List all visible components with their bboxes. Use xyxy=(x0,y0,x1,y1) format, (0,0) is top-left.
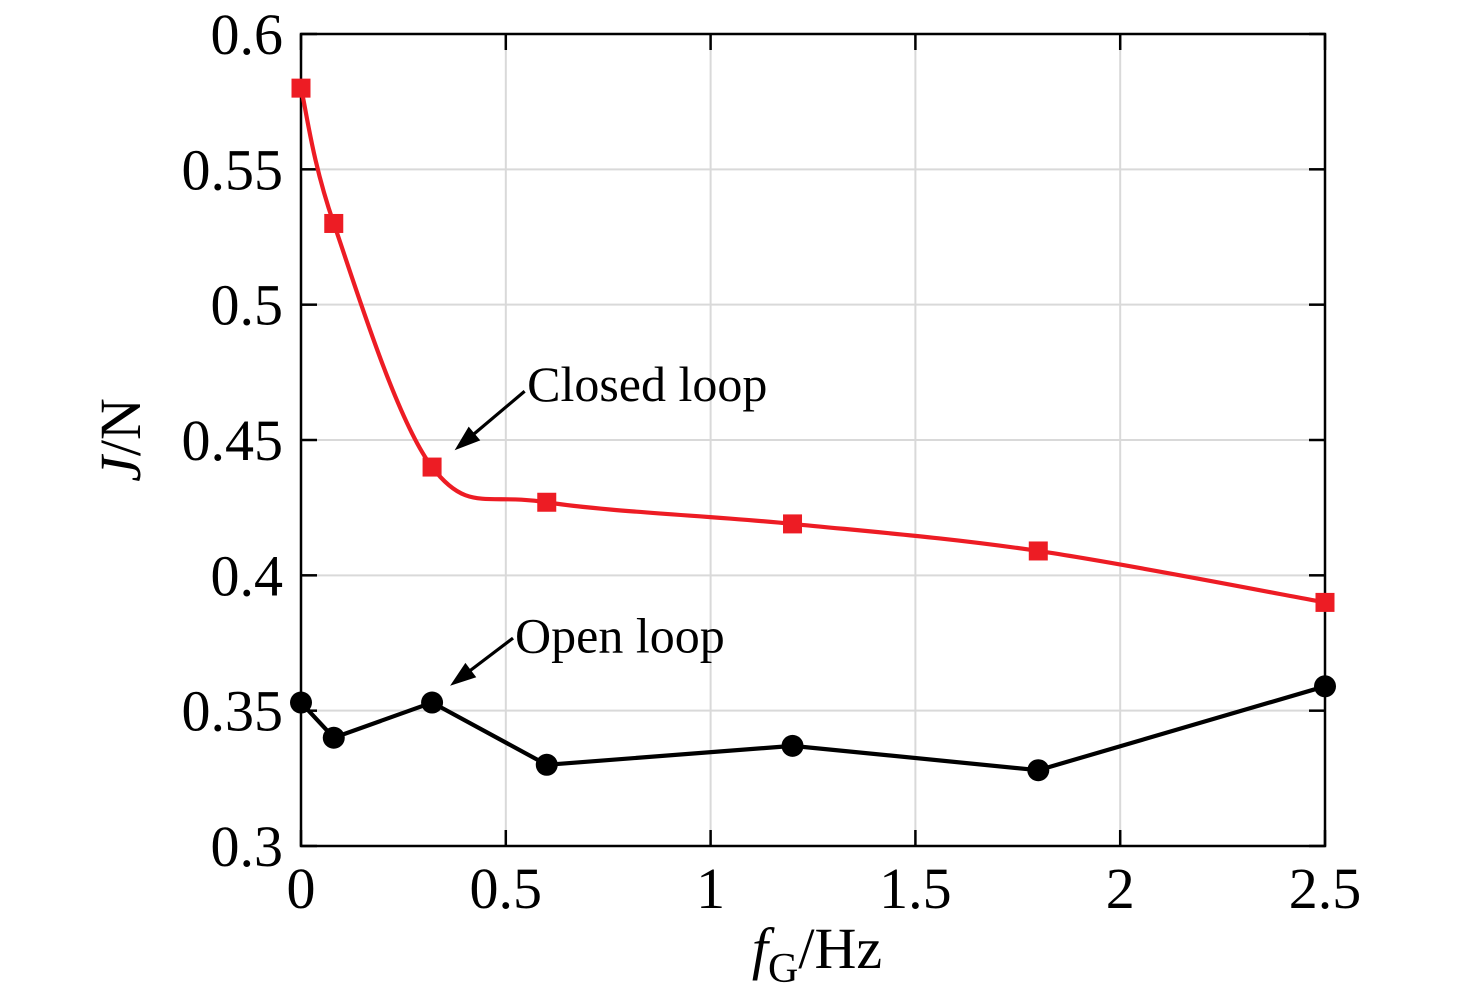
closed-loop-marker xyxy=(783,514,803,534)
y-tick-label: 0.5 xyxy=(211,273,284,338)
closed-loop-marker xyxy=(324,213,344,233)
x-tick-label: 2.5 xyxy=(1289,856,1362,921)
annotation-closed-loop-label: Closed loop xyxy=(527,356,767,412)
annotation-open-loop-arrowhead xyxy=(450,662,477,686)
y-tick-label: 0.4 xyxy=(211,543,284,608)
y-tick-label: 0.45 xyxy=(182,408,284,473)
plot-border xyxy=(299,32,1327,848)
open-loop-marker xyxy=(1314,675,1336,698)
y-tick-label: 0.6 xyxy=(211,2,284,67)
x-tick-label: 0.5 xyxy=(470,856,543,921)
closed-loop-marker xyxy=(1028,541,1048,561)
open-loop-marker xyxy=(781,734,804,757)
annotation-open-loop-arrow xyxy=(466,636,514,674)
open-loop-marker xyxy=(1027,759,1050,782)
y-tick-label: 0.3 xyxy=(211,814,284,879)
closed-loop-line xyxy=(298,86,1328,605)
open-loop-marker xyxy=(322,726,345,749)
y-axis-label: J/N xyxy=(88,398,153,482)
y-tick-label: 0.35 xyxy=(182,679,284,744)
x-tick-label: 0 xyxy=(287,856,316,921)
annotation-closed-loop-arrow xyxy=(470,390,526,438)
closed-loop-marker xyxy=(1315,592,1335,612)
annotation-closed-loop-arrowhead xyxy=(454,426,481,451)
open-loop-marker xyxy=(421,691,444,714)
open-loop-marker xyxy=(290,691,312,714)
closed-loop-marker xyxy=(422,457,442,477)
closed-loop-marker xyxy=(537,492,557,512)
annotation-open-loop-label: Open loop xyxy=(515,607,725,663)
x-tick-label: 1.5 xyxy=(879,856,952,921)
x-tick-label: 1 xyxy=(696,856,725,921)
x-axis-label: fG/Hz xyxy=(752,916,882,992)
open-loop-marker xyxy=(535,753,558,776)
x-tick-label: 2 xyxy=(1106,856,1135,921)
closed-loop-marker xyxy=(291,78,311,98)
y-tick-label: 0.55 xyxy=(182,137,284,202)
open-loop-line xyxy=(298,684,1328,773)
